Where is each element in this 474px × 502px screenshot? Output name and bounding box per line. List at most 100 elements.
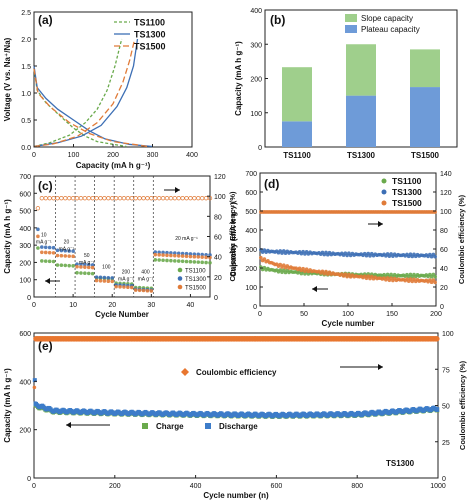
panel-e-xtick-label: 1000 xyxy=(430,483,446,490)
panel-c-capacity-point-TS1100 xyxy=(90,271,95,276)
panel-c-arrow-right-head xyxy=(175,187,180,193)
panel-c-ce-point xyxy=(78,196,84,201)
panel-d-legend-TS1500: TS1500 xyxy=(392,198,422,208)
panel-d-y2tick-label: 60 xyxy=(440,247,448,254)
panel-e-xtick-label: 800 xyxy=(351,483,363,490)
panel-c-ce-point xyxy=(176,196,181,201)
panel-d-y2tick-label: 80 xyxy=(440,228,448,235)
panel-c-ce-point xyxy=(160,196,166,201)
panel-c-ce-point xyxy=(110,196,115,201)
panel-e-ylabel: Capacity (mA h g⁻¹) xyxy=(3,368,12,443)
panel-c-y2tick-label: 60 xyxy=(214,235,222,242)
panel-c-capacity-point-TS1100 xyxy=(36,246,40,250)
panel-d-xtick-label: 200 xyxy=(430,311,442,318)
panel-c-capacity-point-TS1300 xyxy=(47,245,52,250)
panel-e-arrow-left-head xyxy=(66,422,71,428)
panel-c-capacity-point-TS1500 xyxy=(157,253,161,257)
panel-a-ytick-label: 0.0 xyxy=(21,145,31,152)
panel-e-discharge-first-point xyxy=(32,378,37,383)
panel-a-ylabel: Voltage (V vs. Na⁺/Na) xyxy=(3,37,12,121)
panel-d-capacity-point-TS1500 xyxy=(301,266,305,271)
panel-b-category-label: TS1300 xyxy=(347,151,376,160)
panel-c-capacity-point-TS1100 xyxy=(176,259,181,263)
panel-c-ce-point xyxy=(43,196,48,201)
panel-d-ytick-label: 200 xyxy=(245,266,257,273)
panel-c-rate-label: mA g⁻¹ xyxy=(36,240,52,246)
panel-c-ce-point xyxy=(141,196,146,201)
panel-c-capacity-point-TS1500 xyxy=(75,264,79,269)
panel-b-bar-TS1100-plateau xyxy=(282,121,312,147)
panel-c-ytick-label: 400 xyxy=(19,226,31,233)
panel-d-capacity-point-TS1300 xyxy=(433,254,437,259)
panel-b-ytick-label: 100 xyxy=(250,111,262,118)
panel-c-ytick-label: 100 xyxy=(19,278,31,285)
panel-c-capacity-point-TS1300 xyxy=(106,275,111,280)
panel-b-legend-swatch xyxy=(345,14,357,22)
panel-c-y2tick-label: 100 xyxy=(214,194,226,201)
panel-d-arrow-left-head xyxy=(312,286,317,292)
panel-c-capacity-point-TS1500 xyxy=(47,250,52,255)
panel-c-capacity-point-TS1500 xyxy=(67,254,71,258)
panel-d-ylabel: Capacity (mA h g⁻¹) xyxy=(229,202,238,277)
panel-d-legend-marker xyxy=(381,200,387,206)
panel-e-xtick-label: 0 xyxy=(32,483,36,490)
panel-a-legend-TS1300: TS1300 xyxy=(134,30,166,40)
panel-e-legend-charge-marker xyxy=(142,423,148,429)
panel-d-ytick-label: 100 xyxy=(245,285,257,292)
panel-c-ce-point xyxy=(192,196,197,201)
panel-c-ce-point xyxy=(67,196,72,201)
panel-c-capacity-point-TS1500 xyxy=(180,254,185,258)
panel-c-rate-label: 20 xyxy=(64,239,70,245)
panel-c-capacity-point-TS1100 xyxy=(165,258,169,263)
panel-c-legend-TS1300: TS1300 xyxy=(185,277,207,283)
panel-c-capacity-point-TS1100 xyxy=(208,260,212,265)
panel-c-xtick-label: 10 xyxy=(69,302,77,309)
panel-c-legend-TS1100: TS1100 xyxy=(185,269,206,275)
panel-c-capacity-point-TS1300 xyxy=(94,275,99,279)
panel-c-y2tick-label: 20 xyxy=(214,275,222,282)
panel-c-rate-label: mA g⁻¹ xyxy=(59,246,75,252)
panel-c-ce-point xyxy=(82,196,87,201)
panel-c-capacity-point-TS1500 xyxy=(126,285,130,290)
panel-c-ce-point xyxy=(164,196,170,201)
panel-a-xtick-label: 400 xyxy=(186,152,198,159)
panel-c-ylabel: Capacity (mA h g⁻¹) xyxy=(3,199,12,274)
panel-c-capacity-point-TS1300 xyxy=(59,248,64,253)
panel-b-category-label: TS1100 xyxy=(283,151,311,160)
panel-e-tag: (e) xyxy=(38,339,53,353)
panel-c-capacity-point-TS1500 xyxy=(129,285,134,290)
panel-e-discharge-point xyxy=(435,407,440,412)
panel-c-capacity-point-TS1100 xyxy=(75,271,79,275)
panel-c-capacity-point-TS1500 xyxy=(133,288,138,292)
panel-d-ytick-label: 400 xyxy=(245,228,257,235)
panel-c-ce-point xyxy=(39,196,44,201)
panel-c-capacity-point-TS1300 xyxy=(184,251,189,256)
panel-c-capacity-point-TS1500 xyxy=(71,254,75,259)
panel-c-ce-point xyxy=(125,196,131,201)
panel-e-y2tick-label: 25 xyxy=(442,440,450,447)
panel-c-capacity-point-TS1100 xyxy=(192,260,197,264)
panel-c-capacity-point-TS1300 xyxy=(102,275,107,280)
panel-c-capacity-point-TS1300 xyxy=(180,251,185,256)
panel-c-rate-label: mA g⁻¹ xyxy=(118,277,134,283)
panel-c-capacity-point-TS1500 xyxy=(106,279,111,284)
panel-d-capacity-point-TS1500 xyxy=(281,263,286,267)
panel-c-capacity-point-TS1300 xyxy=(86,262,91,267)
panel-c-capacity-point-TS1500 xyxy=(63,254,68,258)
panel-b-bar-TS1300-slope xyxy=(346,44,376,96)
panel-b-ytick-label: 400 xyxy=(250,8,262,15)
panel-c-capacity-point-TS1100 xyxy=(173,259,177,263)
panel-e-xtick-label: 200 xyxy=(109,483,121,490)
panel-c-capacity-point-TS1300 xyxy=(169,251,173,255)
panel-d-capacity-point-TS1500 xyxy=(262,257,267,261)
panel-b-bar-TS1500-slope xyxy=(410,49,440,88)
panel-c-ce-point xyxy=(102,196,107,201)
panel-c-capacity-point-TS1500 xyxy=(188,254,193,259)
panel-b-tag: (b) xyxy=(270,13,285,27)
panel-c-capacity-point-TS1500 xyxy=(118,285,122,289)
panel-e-annotation: TS1300 xyxy=(386,459,415,468)
panel-c-capacity-point-TS1300 xyxy=(63,248,68,253)
panel-c-capacity-point-TS1100 xyxy=(169,258,173,263)
panel-c-rate-label: 50 xyxy=(84,253,90,259)
panel-b-legend-swatch xyxy=(345,25,357,33)
